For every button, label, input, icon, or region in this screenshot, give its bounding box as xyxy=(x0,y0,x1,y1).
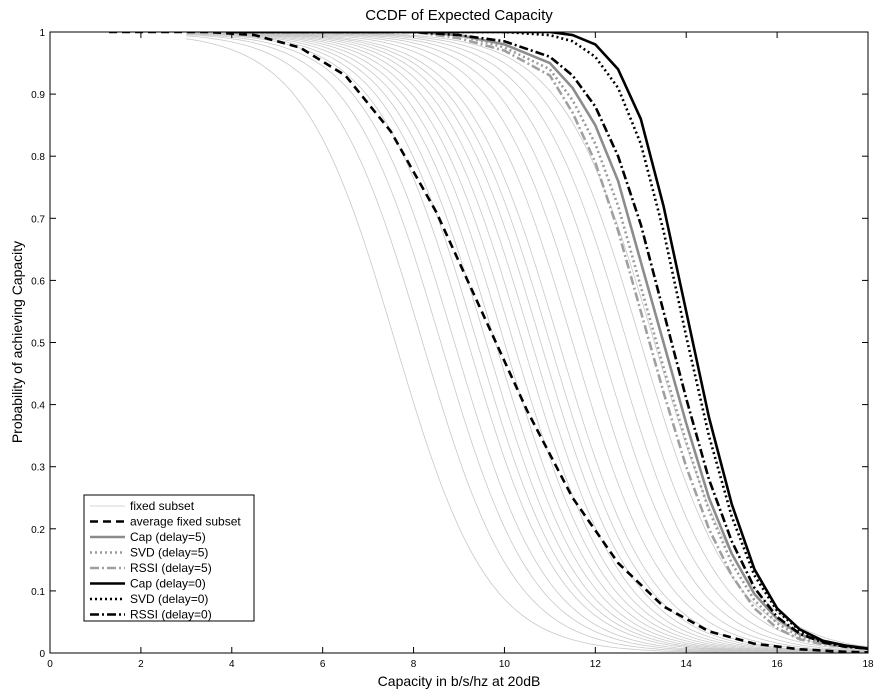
legend-label-svd-delay-5: SVD (delay=5) xyxy=(130,546,208,560)
fixed-subset-line-10 xyxy=(186,32,868,653)
legend-label-rssi-delay-0: RSSI (delay=0) xyxy=(130,608,212,622)
x-tick-label: 0 xyxy=(47,659,53,670)
y-tick-label: 0.6 xyxy=(31,276,45,287)
series-line-average-fixed-subset xyxy=(109,32,868,653)
fixed-subset-line-12 xyxy=(186,32,868,653)
x-axis-label: Capacity in b/s/hz at 20dB xyxy=(378,673,541,689)
x-tick-label: 4 xyxy=(229,659,235,670)
legend-label-svd-delay-0: SVD (delay=0) xyxy=(130,592,208,606)
y-tick-label: 0.9 xyxy=(31,90,45,101)
series-layer xyxy=(109,32,868,653)
series-line-rssi-delay-0 xyxy=(231,32,868,650)
x-tick-label: 6 xyxy=(320,659,326,670)
legend-label-cap-delay-5: Cap (delay=5) xyxy=(130,530,206,544)
x-tick-label: 2 xyxy=(138,659,144,670)
chart-title: CCDF of Expected Capacity xyxy=(365,7,553,24)
fixed-subset-line-13 xyxy=(186,32,868,653)
y-tick-label: 0.8 xyxy=(31,152,45,163)
series-line-svd-delay-5 xyxy=(231,32,868,650)
x-tick-label: 8 xyxy=(411,659,417,670)
x-tick-label: 16 xyxy=(772,659,784,670)
y-tick-label: 0.4 xyxy=(31,401,45,412)
y-tick-label: 0 xyxy=(39,649,45,660)
fixed-subset-line-14 xyxy=(186,32,868,653)
legend-label-average-fixed-subset: average fixed subset xyxy=(130,515,241,529)
legend-label-cap-delay-0: Cap (delay=0) xyxy=(130,577,206,591)
y-tick-label: 0.1 xyxy=(31,587,45,598)
series-line-rssi-delay-5 xyxy=(231,32,868,650)
y-tick-label: 1 xyxy=(39,28,45,39)
ticks-layer: 0 2 4 6 8 10 12 14 16 18 0 0.1 0.2 0.3 0.4 0.5 0.6 0.7 0.8… xyxy=(31,28,874,670)
legend-label-rssi-delay-5: RSSI (delay=5) xyxy=(130,561,212,575)
y-axis-label: Probability of achieving Capacity xyxy=(9,241,25,443)
x-tick-label: 14 xyxy=(681,659,693,670)
series-line-cap-delay-5 xyxy=(231,32,868,650)
x-tick-label: 12 xyxy=(590,659,602,670)
y-tick-label: 0.2 xyxy=(31,525,45,536)
fixed-subset-line-11 xyxy=(186,32,868,653)
series-group xyxy=(109,32,868,653)
y-tick-label: 0.3 xyxy=(31,463,45,474)
series-line-svd-delay-0 xyxy=(231,32,868,650)
y-tick-label: 0.5 xyxy=(31,339,45,350)
legend-box xyxy=(83,494,255,622)
x-tick-label: 10 xyxy=(499,659,511,670)
x-tick-label: 18 xyxy=(862,659,874,670)
y-tick-label: 0.7 xyxy=(31,214,45,225)
fixed-subset-line-8 xyxy=(186,32,868,653)
fixed-subset-line-9 xyxy=(186,32,868,653)
legend-label-fixed-subset: fixed subset xyxy=(130,499,195,513)
